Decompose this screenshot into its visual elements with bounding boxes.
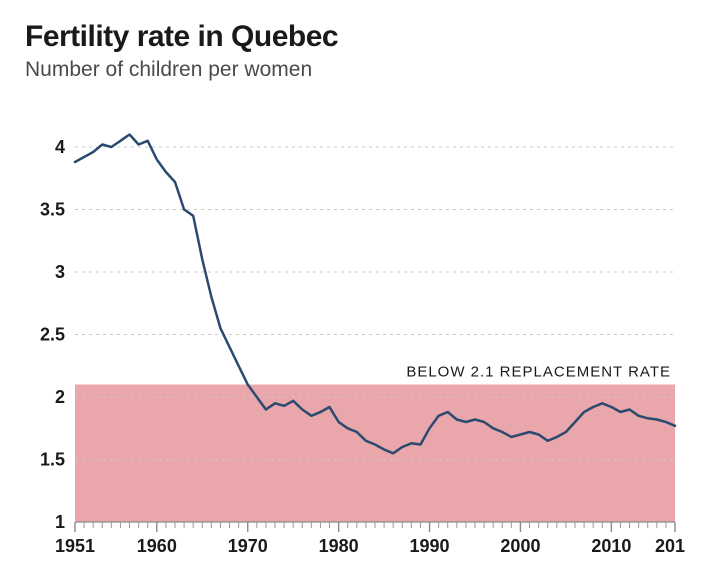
chart-title: Fertility rate in Quebec: [25, 20, 690, 54]
y-tick-label: 4: [55, 137, 65, 157]
y-tick-label: 1: [55, 512, 65, 532]
x-tick-label: 1951: [55, 536, 95, 556]
y-tick-label: 3: [55, 262, 65, 282]
replacement-band: [75, 385, 675, 523]
chart-area: 1 1.5 2 2.5 3 3.5 4 1951 1960 1970 1980 1990 2000 201…: [25, 112, 685, 562]
line-chart: 1 1.5 2 2.5 3 3.5 4 1951 1960 1970 1980 1990 2000 201…: [25, 112, 685, 562]
y-tick-label: 2.5: [40, 325, 65, 345]
x-tick-label: 2010: [591, 536, 631, 556]
x-tick-label: 2000: [500, 536, 540, 556]
x-tick-label: 1980: [319, 536, 359, 556]
chart-subtitle: Number of children per women: [25, 58, 690, 82]
x-tick-label: 1990: [410, 536, 450, 556]
x-tick-label: 2017: [655, 536, 685, 556]
y-tick-label: 3.5: [40, 200, 65, 220]
x-tick-label: 1970: [228, 536, 268, 556]
y-tick-label: 1.5: [40, 450, 65, 470]
y-tick-label: 2: [55, 387, 65, 407]
replacement-band-label: BELOW 2.1 REPLACEMENT RATE: [406, 364, 671, 381]
x-tick-label: 1960: [137, 536, 177, 556]
